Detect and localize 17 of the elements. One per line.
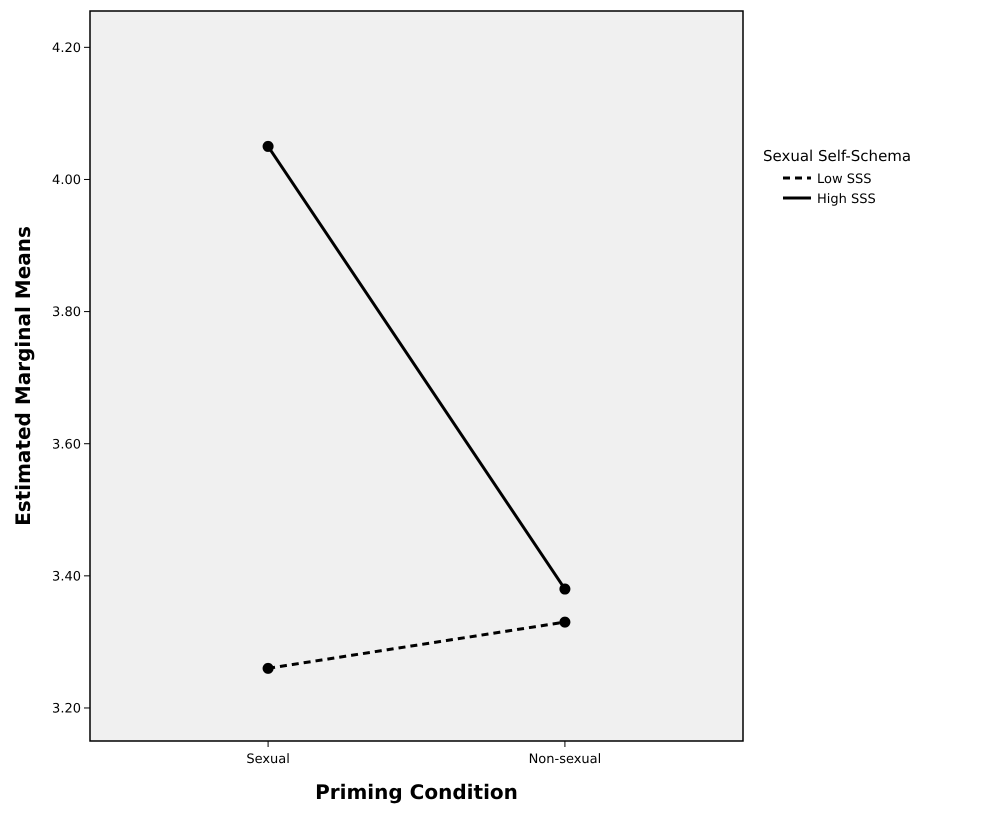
x-tick-label: Sexual (246, 752, 290, 767)
x-tick-label: Non-sexual (528, 752, 602, 767)
y-tick-label: 3.60 (52, 437, 81, 452)
point (262, 140, 274, 152)
y-tick-label: 3.40 (52, 569, 81, 584)
y-tick-label: 4.00 (52, 173, 81, 188)
x-axis-title: Priming Condition (315, 780, 518, 804)
y-axis-title: Estimated Marginal Means (11, 226, 35, 526)
legend-title: Sexual Self-Schema (763, 147, 912, 165)
y-tick-label: 4.20 (52, 40, 81, 56)
y-tick-label: 3.80 (52, 305, 81, 320)
point (262, 662, 274, 674)
y-tick-label: 3.20 (52, 702, 81, 717)
legend-label: Low SSS (817, 172, 872, 187)
legend-label: High SSS (817, 192, 876, 207)
point (559, 616, 570, 628)
point (559, 584, 570, 595)
